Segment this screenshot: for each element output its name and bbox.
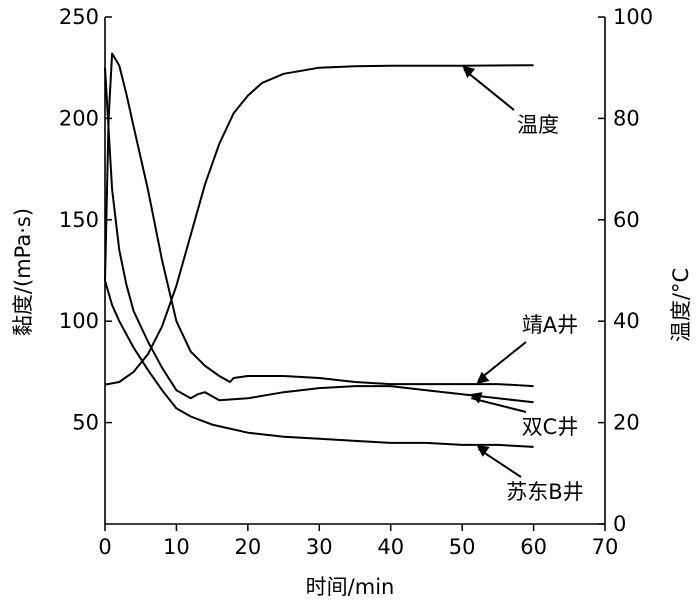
x-tick-label: 10 [163, 535, 190, 559]
y-tick-label: 150 [59, 208, 99, 232]
x-tick-label: 40 [377, 535, 404, 559]
x-tick-label: 50 [449, 535, 476, 559]
y2-axis-title: 温度/°C [669, 268, 693, 342]
y-tick-label: 250 [59, 5, 99, 29]
annotation-arrow [463, 68, 515, 111]
annotation-arrowhead [476, 444, 490, 457]
annotation-label: 温度 [517, 113, 559, 137]
x-tick-label: 70 [592, 535, 619, 559]
y2-tick-label: 100 [613, 5, 653, 29]
y-axis-title: 黏度/(mPa·s) [11, 208, 35, 336]
annotation-arrow [471, 397, 527, 413]
x-axis-title: 时间/min [306, 575, 395, 599]
annotation-arrow [477, 341, 527, 381]
y2-tick-label: 40 [613, 309, 640, 333]
y2-tick-label: 0 [613, 512, 626, 536]
annotation-arrow [477, 448, 522, 478]
annotation-arrowhead [462, 65, 476, 79]
x-tick-label: 60 [520, 535, 547, 559]
series-line-双C井 [104, 67, 534, 404]
y2-tick-label: 80 [613, 106, 640, 130]
series-line-苏东B井 [104, 280, 534, 448]
y-tick-label: 200 [59, 106, 99, 130]
y-tick-label: 50 [72, 411, 99, 435]
chart-axes: 0 10 20 30 40 50 60 70 50 100 150 200 250 0 20 40 60 80 10… [59, 5, 653, 559]
series-line-温度 [104, 64, 534, 386]
annotation-arrowhead [476, 371, 490, 385]
annotation-label: 靖A井 [522, 313, 578, 337]
y2-tick-label: 60 [613, 208, 640, 232]
annotation-label: 双C井 [522, 415, 579, 439]
series-line-靖A井 [104, 52, 534, 388]
x-tick-label: 0 [98, 535, 111, 559]
annotation-arrowhead [469, 392, 483, 404]
annotation-label: 苏东B井 [506, 480, 583, 504]
y-tick-label: 100 [59, 309, 99, 333]
y2-tick-label: 20 [613, 411, 640, 435]
x-tick-label: 30 [306, 535, 333, 559]
chart-series [104, 52, 534, 448]
x-tick-label: 20 [234, 535, 261, 559]
